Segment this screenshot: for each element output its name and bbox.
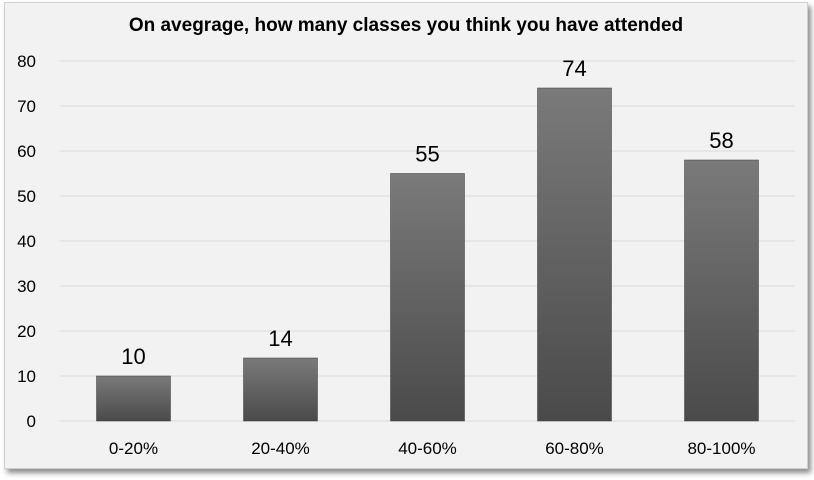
y-tick-label: 40	[17, 232, 36, 251]
data-label: 14	[268, 326, 292, 351]
x-tick-label: 60-80%	[545, 439, 604, 458]
x-tick-label: 80-100%	[687, 439, 755, 458]
y-axis: 0 10 20 30 40 50 60 70 80	[17, 52, 36, 431]
y-tick-label: 60	[17, 142, 36, 161]
bars	[96, 87, 759, 422]
x-axis: 0-20% 20-40% 40-60% 60-80% 80-100%	[109, 439, 756, 458]
bar	[96, 375, 171, 422]
data-label: 74	[562, 56, 586, 81]
x-tick-label: 40-60%	[398, 439, 457, 458]
chart-title: On avegrage, how many classes you think …	[128, 15, 684, 36]
y-tick-label: 80	[17, 52, 36, 71]
bar	[390, 173, 465, 422]
y-tick-label: 50	[17, 187, 36, 206]
y-tick-label: 20	[17, 322, 36, 341]
data-label: 58	[709, 128, 733, 153]
data-labels: 10 14 55 74 58	[121, 56, 733, 369]
y-tick-label: 70	[17, 97, 36, 116]
x-tick-label: 0-20%	[109, 439, 158, 458]
bar	[684, 159, 759, 422]
y-tick-label: 30	[17, 277, 36, 296]
data-label: 10	[121, 344, 145, 369]
y-tick-label: 0	[27, 412, 36, 431]
bar	[537, 87, 612, 422]
y-tick-label: 10	[17, 367, 36, 386]
data-label: 55	[415, 142, 439, 167]
bar	[243, 357, 318, 422]
x-tick-label: 20-40%	[251, 439, 310, 458]
